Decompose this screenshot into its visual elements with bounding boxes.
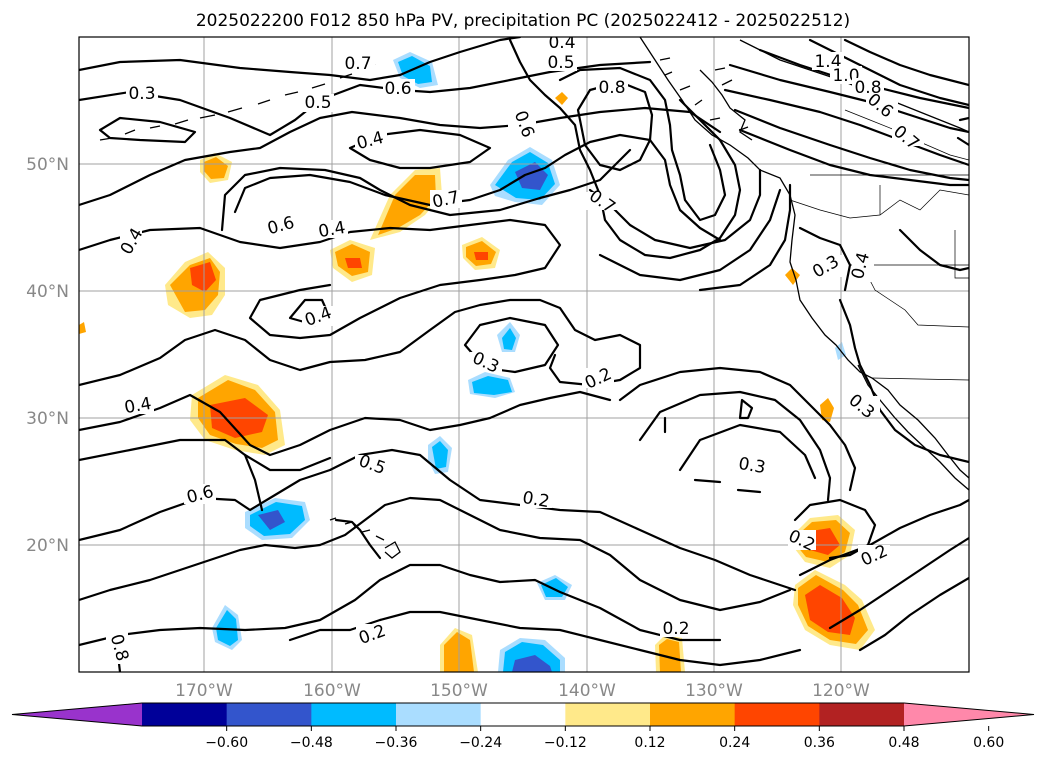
figure-title: 2025022200 F012 850 hPa PV, precipitatio… bbox=[196, 11, 850, 31]
contour-label: 0.3 bbox=[128, 84, 155, 104]
lon-label-130w: 130°W bbox=[685, 681, 743, 701]
contour-label: 0.6 bbox=[384, 79, 411, 99]
colorbar-tick-label: 0.36 bbox=[804, 735, 835, 751]
contour-label: 0.5 bbox=[304, 93, 331, 113]
colorbar-tick-label: 0.24 bbox=[719, 735, 750, 751]
colorbar-tick-label: 0.12 bbox=[634, 735, 665, 751]
contour-label: 0.2 bbox=[662, 619, 689, 639]
colorbar-tick-label: −0.24 bbox=[459, 735, 502, 751]
contour-label: 0.4 bbox=[123, 394, 153, 418]
lon-label-150w: 150°W bbox=[430, 681, 488, 701]
colorbar-segment bbox=[480, 703, 566, 726]
lat-label-40n: 40°N bbox=[26, 282, 69, 302]
contour-label: 0.8 bbox=[854, 78, 881, 98]
colorbar-segment bbox=[226, 703, 312, 726]
lat-label-30n: 30°N bbox=[26, 409, 69, 429]
contour-label: 0.8 bbox=[598, 78, 625, 98]
colorbar-extend-high bbox=[904, 703, 1034, 726]
contour-label: 0.4 bbox=[548, 33, 575, 53]
longitude-labels: 170°W 160°W 150°W 140°W 130°W 120°W bbox=[175, 681, 870, 701]
lon-label-170w: 170°W bbox=[175, 681, 233, 701]
colorbar-segment bbox=[142, 703, 228, 726]
contour-labels: 0.4 0.5 0.7 0.6 0.3 0.5 0.8 1.4 1.0 0.8 … bbox=[106, 33, 924, 664]
lat-label-50n: 50°N bbox=[26, 155, 69, 175]
colorbar-segment bbox=[650, 703, 736, 726]
map-content: 0.4 0.5 0.7 0.6 0.3 0.5 0.8 1.4 1.0 0.8 … bbox=[79, 33, 969, 672]
contour-label: 0.2 bbox=[521, 488, 551, 512]
lon-label-160w: 160°W bbox=[303, 681, 361, 701]
colorbar-tick-label: −0.60 bbox=[205, 735, 248, 751]
contour-label: 0.4 bbox=[317, 218, 347, 242]
colorbar-tick-label: −0.48 bbox=[290, 735, 333, 751]
colorbar-segment bbox=[819, 703, 905, 726]
colorbar-tick-label: 0.60 bbox=[973, 735, 1004, 751]
colorbar-extend-low bbox=[12, 703, 142, 726]
colorbar-tick-label: −0.36 bbox=[375, 735, 418, 751]
contour-label: 0.3 bbox=[737, 454, 767, 478]
lon-label-120w: 120°W bbox=[812, 681, 870, 701]
lat-label-20n: 20°N bbox=[26, 536, 69, 556]
map-frame bbox=[78, 36, 970, 673]
colorbar: −0.60 −0.48 −0.36 −0.24 −0.12 0.12 0.24 0.36 0.4… bbox=[11, 702, 1035, 751]
colorbar-tick-label: −0.12 bbox=[544, 735, 587, 751]
colorbar-outline bbox=[11, 702, 1035, 727]
colorbar-segment bbox=[396, 703, 482, 726]
colorbar-segment bbox=[565, 703, 651, 726]
colorbar-segment bbox=[734, 703, 820, 726]
colorbar-segment bbox=[311, 703, 397, 726]
latitude-labels: 50°N 40°N 30°N 20°N bbox=[26, 155, 69, 556]
contour-label: 0.5 bbox=[547, 53, 574, 73]
colorbar-tick-label: 0.48 bbox=[888, 735, 919, 751]
contour-label: 0.7 bbox=[344, 54, 371, 74]
lon-label-140w: 140°W bbox=[558, 681, 616, 701]
